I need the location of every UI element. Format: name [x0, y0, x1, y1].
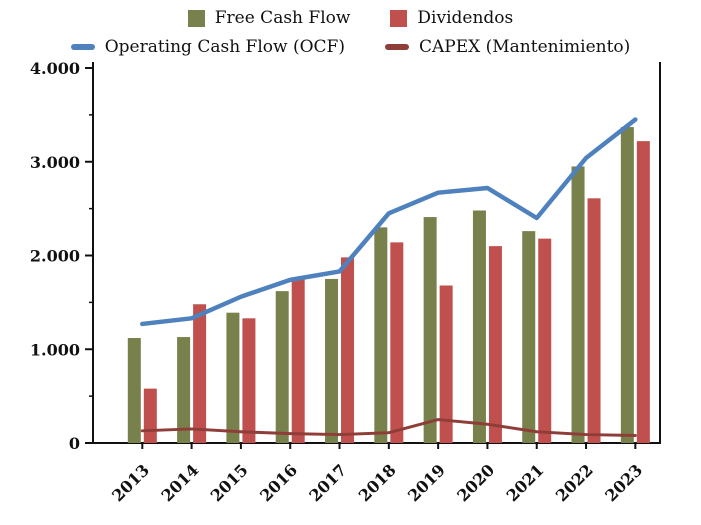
y-tick-label: 3.000 — [30, 153, 80, 172]
bar-dividendos-2020 — [488, 246, 502, 443]
x-tick-label-2021: 2021 — [503, 460, 548, 505]
x-tick-label-2015: 2015 — [207, 460, 252, 505]
legend-row-1: Free Cash Flow Dividendos — [0, 5, 701, 31]
x-tick-label-2020: 2020 — [453, 460, 498, 505]
x-tick-label-2023: 2023 — [601, 460, 646, 505]
bar-free-cash-flow-2020 — [472, 210, 486, 443]
bar-dividendos-2018 — [390, 242, 404, 443]
y-tick-label: 1.000 — [30, 340, 80, 359]
bar-free-cash-flow-2021 — [522, 231, 536, 443]
bar-free-cash-flow-2016 — [275, 291, 289, 443]
legend-row-2: Operating Cash Flow (OCF) CAPEX (Manteni… — [0, 34, 701, 60]
y-tick-label: 2.000 — [30, 247, 80, 266]
legend-label-ocf: Operating Cash Flow (OCF) — [104, 37, 345, 57]
line-operating-cash-flow-ocf — [140, 117, 638, 327]
dividendos-swatch-icon — [390, 9, 408, 27]
y-tick-label: 4.000 — [30, 59, 80, 78]
bar-free-cash-flow-2017 — [325, 278, 339, 443]
legend-label-dividendos: Dividendos — [417, 8, 514, 28]
legend-item-ocf: Operating Cash Flow (OCF) — [70, 34, 345, 60]
bar-dividendos-2014 — [193, 304, 207, 443]
x-tick-label-2019: 2019 — [404, 460, 449, 505]
ocf-line-swatch-icon — [70, 44, 95, 50]
bar-dividendos-2016 — [291, 278, 305, 443]
x-tick-label-2017: 2017 — [305, 460, 350, 505]
bar-dividendos-2021 — [538, 238, 552, 443]
bar-free-cash-flow-2014 — [177, 337, 191, 443]
legend-item-dividendos: Dividendos — [390, 5, 513, 31]
y-tick-label: 0 — [69, 434, 80, 453]
bar-free-cash-flow-2023 — [620, 127, 634, 443]
bar-free-cash-flow-2018 — [374, 227, 388, 443]
x-tick-label-2013: 2013 — [108, 460, 153, 505]
x-tick-label-2022: 2022 — [552, 460, 597, 505]
x-tick-label-2014: 2014 — [158, 460, 203, 505]
bar-free-cash-flow-2019 — [423, 217, 437, 443]
bar-dividendos-2015 — [242, 318, 256, 443]
x-tick-label-2016: 2016 — [256, 460, 301, 505]
legend-label-free-cash-flow: Free Cash Flow — [214, 8, 351, 28]
bar-dividendos-2023 — [636, 141, 650, 443]
chart-legend: Free Cash Flow Dividendos Operating Cash… — [0, 5, 701, 60]
bar-free-cash-flow-2015 — [226, 312, 240, 443]
capex-line-swatch-icon — [384, 44, 409, 50]
line-capex-mantenimiento — [140, 418, 637, 437]
x-tick-label-2018: 2018 — [355, 460, 400, 505]
bar-dividendos-2022 — [587, 198, 601, 443]
legend-item-capex: CAPEX (Mantenimiento) — [384, 34, 631, 60]
bar-free-cash-flow-2022 — [571, 166, 585, 443]
free-cash-flow-swatch-icon — [187, 9, 205, 27]
legend-label-capex: CAPEX (Mantenimiento) — [418, 37, 631, 57]
bar-dividendos-2013 — [143, 388, 157, 443]
legend-item-free-cash-flow: Free Cash Flow — [187, 5, 351, 31]
bar-dividendos-2017 — [341, 257, 355, 443]
bar-free-cash-flow-2013 — [127, 338, 141, 443]
bar-dividendos-2019 — [439, 285, 453, 443]
